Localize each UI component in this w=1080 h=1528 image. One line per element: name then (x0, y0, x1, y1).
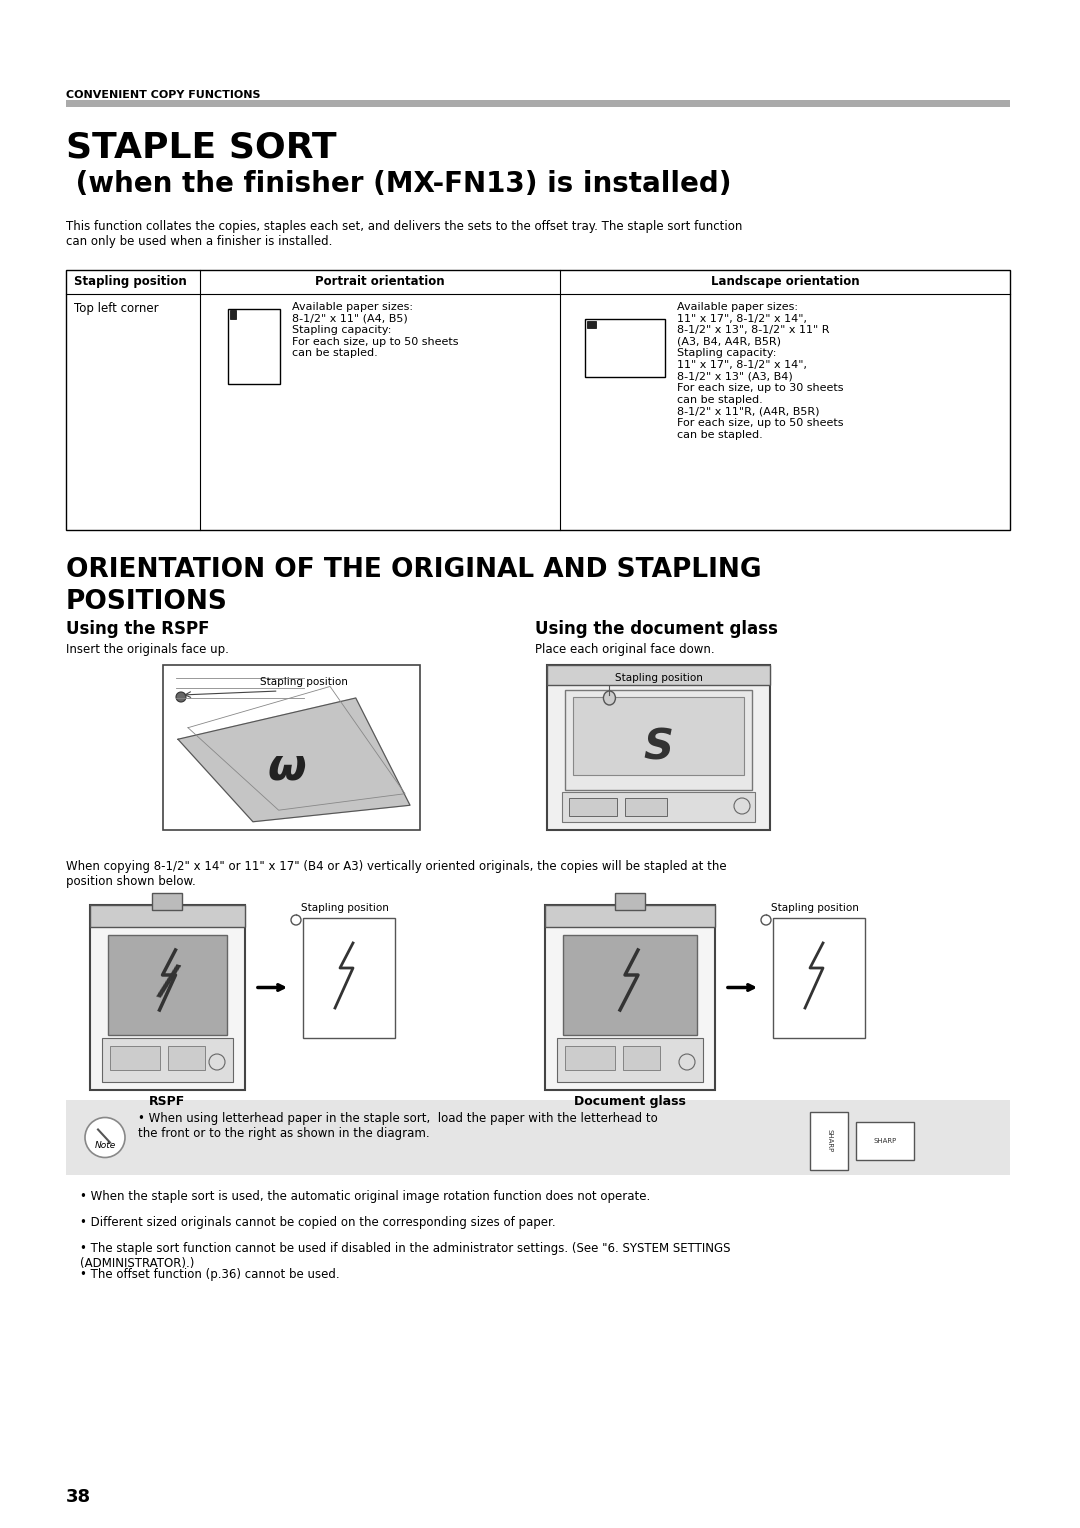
Text: Available paper sizes:
8-1/2" x 11" (A4, B5)
Stapling capacity:
For each size, u: Available paper sizes: 8-1/2" x 11" (A4,… (292, 303, 459, 359)
Text: ω: ω (267, 746, 306, 788)
Text: STAPLE SORT: STAPLE SORT (66, 130, 337, 163)
Bar (545, 905, 715, 1089)
Bar (625, 798, 667, 816)
Bar (66, 99, 1010, 107)
Bar (565, 1047, 615, 1070)
Text: Insert the originals face up.: Insert the originals face up. (66, 643, 229, 656)
Text: Top left corner: Top left corner (75, 303, 159, 315)
Bar (557, 1038, 703, 1082)
Bar (545, 905, 715, 927)
Text: ORIENTATION OF THE ORIGINAL AND STAPLING: ORIENTATION OF THE ORIGINAL AND STAPLING (66, 558, 761, 584)
Bar (810, 1112, 848, 1170)
Text: Available paper sizes:
11" x 17", 8-1/2" x 14",
8-1/2" x 13", 8-1/2" x 11" R
(A3: Available paper sizes: 11" x 17", 8-1/2"… (677, 303, 843, 440)
Text: Stapling position: Stapling position (771, 903, 859, 914)
Text: 38: 38 (66, 1488, 91, 1507)
Bar (168, 1047, 205, 1070)
Bar (163, 665, 420, 830)
Bar (108, 935, 227, 1034)
Text: Place each original face down.: Place each original face down. (535, 643, 715, 656)
Bar (623, 1047, 660, 1070)
Text: Note: Note (94, 1141, 116, 1151)
Circle shape (176, 692, 186, 701)
Circle shape (85, 1117, 125, 1158)
Bar (230, 310, 237, 319)
Text: Document glass: Document glass (575, 1096, 686, 1108)
Text: Portrait orientation: Portrait orientation (315, 275, 445, 287)
Text: POSITIONS: POSITIONS (66, 588, 228, 614)
Bar (773, 918, 865, 1038)
Bar (90, 905, 245, 1089)
Bar (585, 319, 665, 377)
Bar (573, 697, 744, 775)
Text: • The staple sort function cannot be used if disabled in the administrator setti: • The staple sort function cannot be use… (80, 1242, 730, 1270)
Bar (546, 665, 770, 685)
Text: S: S (644, 726, 674, 769)
Bar (615, 892, 645, 911)
Bar (110, 1047, 160, 1070)
Bar (102, 1038, 233, 1082)
Bar (303, 918, 395, 1038)
Text: Landscape orientation: Landscape orientation (711, 275, 860, 287)
Text: Stapling position: Stapling position (301, 903, 389, 914)
Text: Using the RSPF: Using the RSPF (66, 620, 210, 639)
Bar (565, 691, 752, 790)
Bar (562, 792, 755, 822)
Bar (152, 892, 183, 911)
Text: • When using letterhead paper in the staple sort,  load the paper with the lette: • When using letterhead paper in the sta… (138, 1112, 658, 1140)
Text: SHARP: SHARP (826, 1129, 832, 1152)
Text: This function collates the copies, staples each set, and delivers the sets to th: This function collates the copies, stapl… (66, 220, 742, 248)
Bar (588, 321, 596, 329)
Text: Stapling position: Stapling position (75, 275, 187, 287)
Text: • The offset function (p.36) cannot be used.: • The offset function (p.36) cannot be u… (80, 1268, 339, 1280)
Polygon shape (178, 698, 410, 822)
Text: Stapling position: Stapling position (615, 672, 702, 683)
Bar (66, 1100, 1010, 1175)
Ellipse shape (604, 691, 616, 704)
Text: Using the document glass: Using the document glass (535, 620, 778, 639)
Text: • When the staple sort is used, the automatic original image rotation function d: • When the staple sort is used, the auto… (80, 1190, 650, 1203)
Text: RSPF: RSPF (149, 1096, 186, 1108)
Bar (569, 798, 617, 816)
Text: (when the finisher (MX-FN13) is installed): (when the finisher (MX-FN13) is installe… (66, 170, 731, 199)
Text: SHARP: SHARP (874, 1138, 896, 1144)
Bar (546, 665, 770, 830)
Polygon shape (188, 686, 405, 810)
Text: Stapling position: Stapling position (260, 677, 348, 688)
Text: /: / (154, 960, 181, 1005)
Text: When copying 8-1/2" x 14" or 11" x 17" (B4 or A3) vertically oriented originals,: When copying 8-1/2" x 14" or 11" x 17" (… (66, 860, 727, 888)
Bar (228, 309, 280, 384)
Bar (856, 1122, 914, 1160)
Text: CONVENIENT COPY FUNCTIONS: CONVENIENT COPY FUNCTIONS (66, 90, 260, 99)
Bar (90, 905, 245, 927)
Bar (66, 270, 1010, 530)
Text: • Different sized originals cannot be copied on the corresponding sizes of paper: • Different sized originals cannot be co… (80, 1216, 555, 1229)
Bar (563, 935, 697, 1034)
